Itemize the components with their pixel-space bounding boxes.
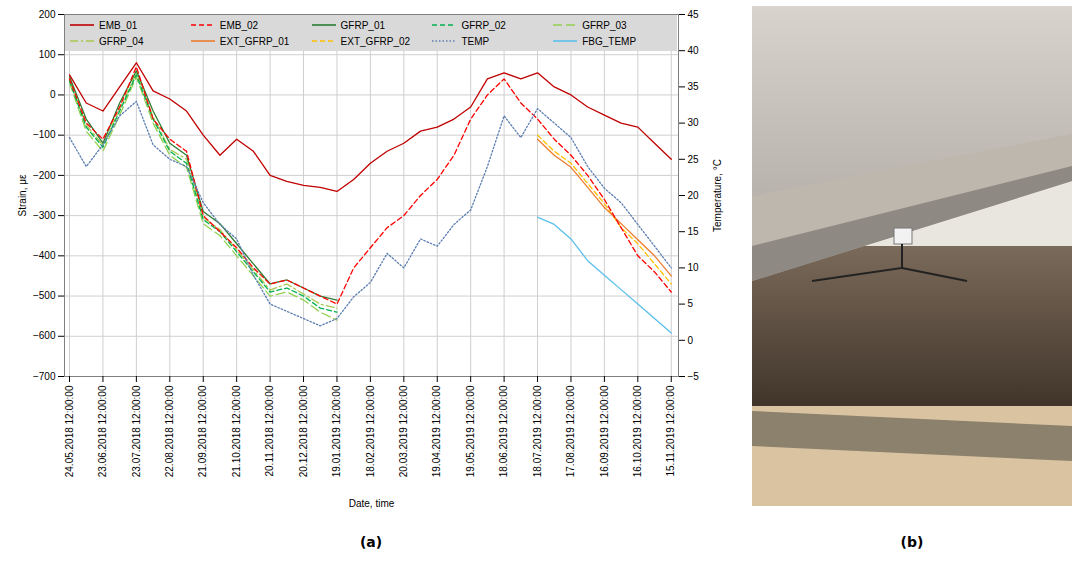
- svg-text:200: 200: [39, 9, 56, 20]
- svg-text:15: 15: [688, 226, 700, 237]
- html-text:(a): (a): [359, 534, 383, 550]
- svg-text:19.04.2019 12:00:00: 19.04.2019 12:00:00: [431, 385, 442, 477]
- svg-text:Date, time: Date, time: [349, 498, 395, 509]
- svg-text:−300: −300: [33, 210, 56, 221]
- svg-text:25: 25: [688, 154, 700, 165]
- svg-text:−5: −5: [688, 371, 700, 382]
- html-text:EMB_02: EMB_02: [219, 19, 259, 31]
- svg-text:10: 10: [688, 262, 700, 273]
- svg-text:18.06.2019 12:00:00: 18.06.2019 12:00:00: [498, 385, 509, 477]
- svg-text:−200: −200: [33, 170, 56, 181]
- svg-text:100: 100: [39, 49, 56, 60]
- svg-text:20.03.2019 12:00:00: 20.03.2019 12:00:00: [398, 385, 409, 477]
- svg-text:23.07.2018 12:00:00: 23.07.2018 12:00:00: [131, 385, 142, 477]
- html-text:(b): (b): [900, 534, 924, 550]
- svg-text:17.08.2019 12:00:00: 17.08.2019 12:00:00: [565, 385, 576, 477]
- html-text:GFRP_01: GFRP_01: [340, 19, 386, 31]
- svg-text:40: 40: [688, 45, 700, 56]
- svg-text:45: 45: [688, 9, 700, 20]
- html-text:FBG_TEMP: FBG_TEMP: [582, 35, 637, 47]
- svg-text:−600: −600: [33, 330, 56, 341]
- svg-text:19.05.2019 12:00:00: 19.05.2019 12:00:00: [465, 385, 476, 477]
- html-text:GFRP_02: GFRP_02: [461, 19, 506, 31]
- svg-text:18.02.2019 12:00:00: 18.02.2019 12:00:00: [365, 385, 376, 477]
- html-text:EXT_GFRP_01: EXT_GFRP_01: [219, 35, 290, 47]
- svg-text:15.11.2019 12:00:00: 15.11.2019 12:00:00: [665, 385, 676, 476]
- svg-text:21.09.2018 12:00:00: 21.09.2018 12:00:00: [197, 385, 208, 477]
- html-text:TEMP: TEMP: [461, 35, 490, 47]
- html-text:EMB_01: EMB_01: [99, 19, 138, 31]
- svg-text:19.01.2019 12:00:00: 19.01.2019 12:00:00: [331, 385, 342, 477]
- html-text:EXT_GFRP_02: EXT_GFRP_02: [340, 35, 411, 47]
- svg-text:0: 0: [688, 335, 694, 346]
- html-text:GFRP_04: GFRP_04: [99, 35, 144, 47]
- svg-text:24.05.2018 12:00:00: 24.05.2018 12:00:00: [64, 385, 75, 477]
- svg-text:23.06.2018 12:00:00: 23.06.2018 12:00:00: [97, 385, 108, 477]
- svg-text:20.12.2018 12:00:00: 20.12.2018 12:00:00: [298, 385, 309, 477]
- svg-text:−700: −700: [33, 371, 56, 382]
- svg-text:21.10.2018 12:00:00: 21.10.2018 12:00:00: [231, 385, 242, 477]
- svg-text:30: 30: [688, 117, 700, 128]
- svg-text:−400: −400: [33, 250, 56, 261]
- svg-text:16.09.2019 12:00:00: 16.09.2019 12:00:00: [599, 385, 610, 477]
- svg-text:−500: −500: [33, 290, 56, 301]
- svg-text:22.08.2018 12:00:00: 22.08.2018 12:00:00: [164, 385, 175, 477]
- svg-text:5: 5: [688, 298, 694, 309]
- svg-text:0: 0: [50, 89, 56, 100]
- svg-text:16.10.2019 12:00:00: 16.10.2019 12:00:00: [632, 385, 643, 477]
- svg-text:20: 20: [688, 190, 700, 201]
- svg-text:20.11.2018 12:00:00: 20.11.2018 12:00:00: [264, 385, 275, 476]
- svg-text:18.07.2019 12:00:00: 18.07.2019 12:00:00: [532, 385, 543, 477]
- svg-text:Temperature, °C: Temperature, °C: [712, 159, 723, 232]
- svg-text:35: 35: [688, 81, 700, 92]
- svg-text:−100: −100: [33, 129, 56, 140]
- html-text:GFRP_03: GFRP_03: [582, 19, 627, 31]
- svg-text:Strain, με: Strain, με: [17, 174, 28, 216]
